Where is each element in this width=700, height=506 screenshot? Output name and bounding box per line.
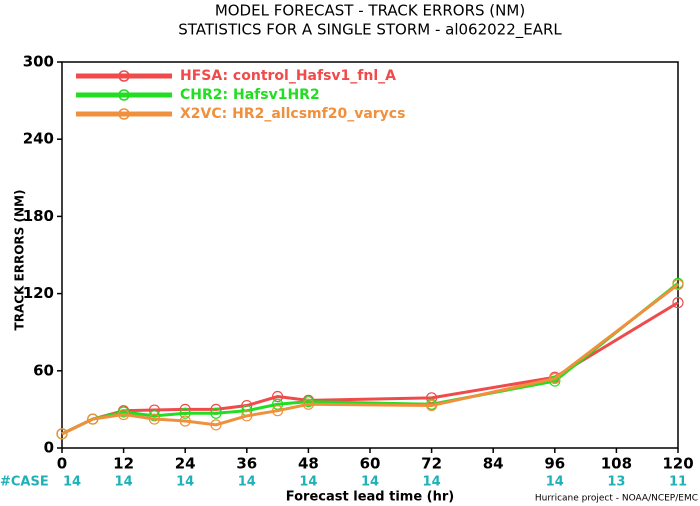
point xyxy=(672,297,684,309)
point xyxy=(210,407,222,419)
point xyxy=(426,399,438,412)
x-axis-label: Forecast lead time (hr) xyxy=(286,490,454,505)
point xyxy=(241,410,253,422)
point xyxy=(272,405,284,417)
x-tick-label: 12 xyxy=(113,455,134,473)
x-tick-label: 96 xyxy=(544,455,565,473)
y-axis-label: TRACK ERRORS (NM) xyxy=(13,190,27,331)
x-tick-label: 84 xyxy=(483,455,504,473)
x-tick-label: 36 xyxy=(236,455,257,473)
y-tick-label: 120 xyxy=(23,284,54,302)
y-tick-label: 300 xyxy=(23,53,54,71)
point xyxy=(272,390,284,403)
legend-marker xyxy=(118,108,130,120)
chart-title: MODEL FORECAST - TRACK ERRORS (NM) xyxy=(215,2,525,20)
point xyxy=(148,413,160,425)
legend-marker xyxy=(118,70,130,82)
case-count: 14 xyxy=(176,475,194,490)
case-label: #CASE xyxy=(0,475,49,490)
point xyxy=(87,413,99,425)
case-count: 14 xyxy=(115,475,133,490)
x-tick-label: 108 xyxy=(601,455,632,473)
case-count: 13 xyxy=(607,475,625,490)
point xyxy=(117,408,130,421)
point xyxy=(179,415,191,427)
point xyxy=(179,407,191,419)
point xyxy=(56,428,68,440)
case-count: 14 xyxy=(423,475,441,490)
x-tick-label: 48 xyxy=(298,455,319,473)
point xyxy=(302,398,314,410)
y-tick-label: 180 xyxy=(23,207,54,225)
chart-subtitle: STATISTICS FOR A SINGLE STORM - al062022… xyxy=(178,21,562,40)
x-tick-label: 72 xyxy=(421,455,442,473)
x-tick-label: 0 xyxy=(57,455,67,473)
case-count: 14 xyxy=(361,475,379,490)
point xyxy=(148,410,160,422)
point xyxy=(210,419,222,431)
legend-label: CHR2: Hafsv1HR2 xyxy=(180,87,320,103)
case-count: 14 xyxy=(546,475,564,490)
point xyxy=(549,372,561,385)
legend-label: HFSA: control_Hafsv1_fnl_A xyxy=(180,68,396,84)
footer: Hurricane project - NOAA/NCEP/EMC xyxy=(535,494,698,504)
case-count: 14 xyxy=(299,475,317,490)
legend-label: X2VC: HR2_allcsmf20_varycs xyxy=(180,106,405,122)
x-tick-label: 24 xyxy=(175,455,196,473)
case-count: 14 xyxy=(63,475,81,490)
point xyxy=(672,278,684,291)
case-count: 14 xyxy=(238,475,256,490)
x-tick-label: 120 xyxy=(662,455,693,473)
case-count: 11 xyxy=(669,475,687,490)
y-tick-label: 60 xyxy=(33,361,54,379)
legend-marker xyxy=(118,89,130,101)
x-tick-label: 60 xyxy=(360,455,381,473)
point xyxy=(117,406,130,418)
point xyxy=(302,396,314,408)
y-tick-label: 240 xyxy=(23,130,54,148)
y-tick-label: 0 xyxy=(44,439,54,457)
